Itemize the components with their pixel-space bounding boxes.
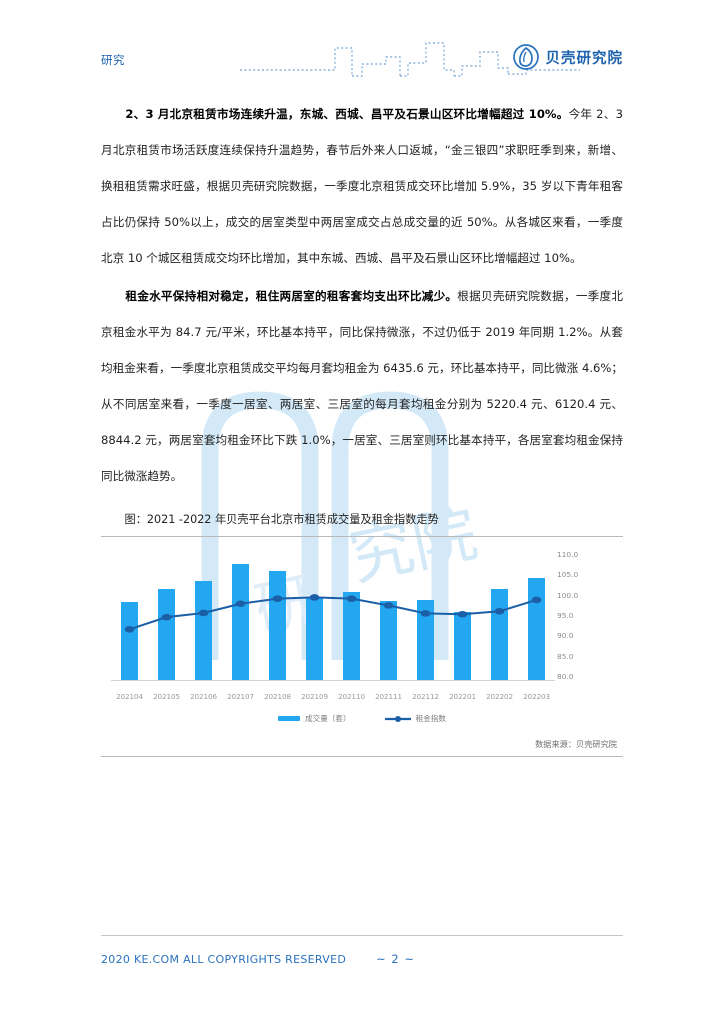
y-tick-80.0: 80.0 <box>557 671 574 681</box>
bar-202203 <box>528 578 545 680</box>
page-footer: 2020 KE.COM ALL COPYRIGHTS RESERVED ~ 2 … <box>101 935 623 966</box>
line-point-202108 <box>272 595 283 602</box>
y-tick-90.0: 90.0 <box>557 631 574 641</box>
x-tick-202108: 202108 <box>264 692 291 701</box>
bar-202104 <box>121 602 138 680</box>
brand-logo: 贝壳研究院 <box>512 44 624 70</box>
y-tick-100.0: 100.0 <box>557 590 579 600</box>
legend-item-volume: 成交量（套） <box>278 713 351 724</box>
x-tick-202111: 202111 <box>375 692 402 701</box>
paragraph-2-lead: 租金水平保持相对稳定，租住两居室的租客套均支出环比减少。 <box>125 289 458 303</box>
y-tick-95.0: 95.0 <box>557 610 574 620</box>
line-point-202203 <box>531 596 542 604</box>
line-point-202106 <box>198 609 209 617</box>
y-tick-105.0: 105.0 <box>557 570 579 580</box>
bar-slot <box>518 555 555 680</box>
rent-index-line <box>130 597 537 629</box>
x-tick-202201: 202201 <box>449 692 476 701</box>
x-tick-202203: 202203 <box>523 692 550 701</box>
line-point-202107 <box>235 600 246 607</box>
footer-page-number: ~ 2 ~ <box>376 952 416 966</box>
dotted-skyline-graphic <box>240 42 580 77</box>
paragraph-2: 租金水平保持相对稳定，租住两居室的租客套均支出环比减少。根据贝壳研究院数据，一季… <box>101 278 623 494</box>
line-point-202105 <box>161 613 172 621</box>
line-point-202110 <box>346 595 357 602</box>
header-section-label: 研究 <box>101 53 125 67</box>
line-point-202109 <box>309 594 320 601</box>
line-point-202111 <box>383 602 394 609</box>
rental-volume-and-rent-index-chart: 202104 202105 202106 202107 202108 202109 2021… <box>109 551 617 703</box>
chart-legend: 成交量（套） 租金指数 <box>101 713 623 724</box>
figure-title: 图：2021 -2022 年贝壳平台北京市租赁成交量及租金指数走势 <box>124 513 439 526</box>
y-tick-85.0: 85.0 <box>557 651 574 661</box>
paragraph-2-body: 根据贝壳研究院数据，一季度北京租金水平为 84.7 元/平米，环比基本持平，同比… <box>101 289 623 483</box>
bar-slot <box>111 555 148 680</box>
y-axis-labels: 110.0 105.0 100.0 95.0 90.0 85.0 80.0 <box>557 551 611 681</box>
paragraph-1: 2、3 月北京租赁市场连续升温，东城、西城、昌平及石景山区环比增幅超过 10%。… <box>101 96 623 276</box>
figure-frame: 202104 202105 202106 202107 202108 202109 2021… <box>101 536 623 757</box>
line-point-202201 <box>457 610 468 618</box>
figure-block: 图：2021 -2022 年贝壳平台北京市租赁成交量及租金指数走势 202104… <box>101 511 623 757</box>
x-tick-202106: 202106 <box>190 692 217 701</box>
x-tick-202109: 202109 <box>301 692 328 701</box>
line-point-202112 <box>420 610 431 617</box>
legend-bar-swatch-icon <box>278 716 301 721</box>
legend-line-swatch-icon <box>384 715 411 722</box>
x-axis-labels: 202104 202105 202106 202107 202108 202109 2021… <box>111 692 555 701</box>
figure-source: 数据来源：贝壳研究院 <box>535 739 617 749</box>
x-tick-202112: 202112 <box>412 692 439 701</box>
x-tick-202105: 202105 <box>153 692 180 701</box>
bar-slot <box>148 555 185 680</box>
paragraph-1-lead: 2、3 月北京租赁市场连续升温，东城、西城、昌平及石景山区环比增幅超过 10%。 <box>125 107 569 121</box>
document-content: 2、3 月北京租赁市场连续升温，东城、西城、昌平及石景山区环比增幅超过 10%。… <box>101 96 623 757</box>
footer-divider <box>101 935 623 936</box>
line-series <box>124 594 542 633</box>
footer-copyright: 2020 KE.COM ALL COPYRIGHTS RESERVED <box>101 953 347 966</box>
x-tick-202110: 202110 <box>338 692 365 701</box>
bar-202201 <box>454 612 471 680</box>
x-tick-202202: 202202 <box>486 692 513 701</box>
brand-name: 贝壳研究院 <box>545 50 623 67</box>
legend-item-rent-index: 租金指数 <box>384 713 446 724</box>
line-point-202202 <box>494 608 505 615</box>
page-header: 研究 贝壳研究院 <box>0 0 724 88</box>
x-tick-202104: 202104 <box>116 692 143 701</box>
bar-slot <box>444 555 481 680</box>
chart-plot-area <box>111 555 555 681</box>
paragraph-1-body: 今年 2、3 月北京租赁市场活跃度连续保持升温趋势，春节后外来人口返城，“金三银… <box>101 107 623 265</box>
legend-label-volume: 成交量（套） <box>305 714 351 723</box>
y-tick-110.0: 110.0 <box>557 550 579 559</box>
line-point-202104 <box>124 626 135 633</box>
legend-label-rent-index: 租金指数 <box>415 714 446 723</box>
x-tick-202107: 202107 <box>227 692 254 701</box>
shell-logo-icon <box>512 44 539 70</box>
bar-202105 <box>158 589 175 680</box>
